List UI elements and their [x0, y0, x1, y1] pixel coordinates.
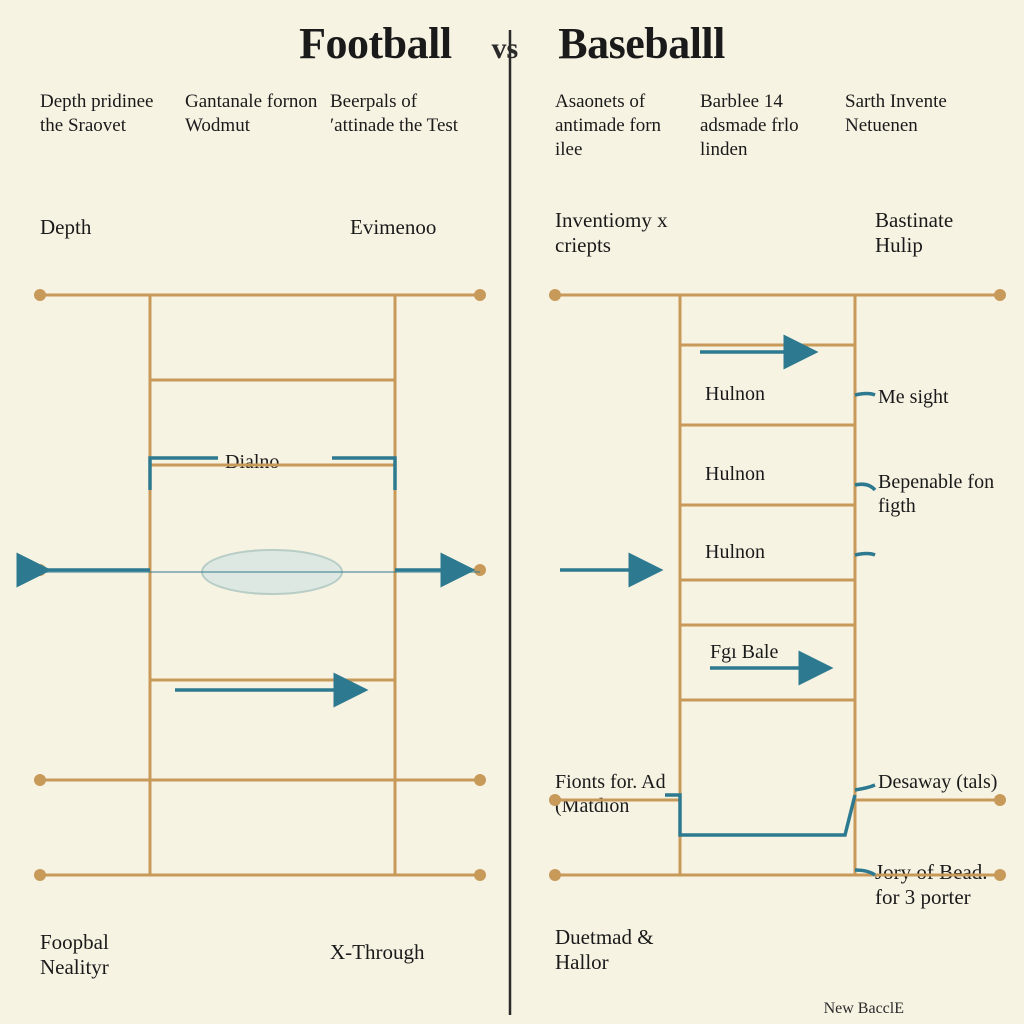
left-headers: Depth pridinee the Sraovet Gantanale for… [40, 90, 475, 138]
left-row-top-left: Depth [40, 215, 91, 240]
left-row-bottom-right: X-Through [330, 940, 424, 965]
right-headers: Asaonets of antimade forn ilee Barblee 1… [555, 90, 990, 161]
right-fionts: Fionts for. Ad (Matdion [555, 770, 675, 818]
right-mesight: Me sight [878, 385, 949, 409]
title-right: Baseballl [558, 18, 725, 69]
right-fgbale: Fgı Bale [710, 640, 778, 664]
left-header-3: Beerpals of ′attinade the Test [330, 90, 475, 138]
right-header-1: Asaonets of antimade forn ilee [555, 90, 700, 161]
right-bepenable: Bepenable fon figth [878, 470, 1008, 518]
right-row-top-right: Bastinate Hulip [875, 208, 1005, 258]
left-dialno-label: Dialno [225, 450, 279, 474]
right-hulnon1: Hulnon [705, 382, 765, 406]
right-hulnon2: Hulnon [705, 462, 765, 486]
right-row-bottom-right: Jory of Bead. for 3 porter [875, 860, 1005, 910]
left-row-bottom-left: Foopbal Nealityr [40, 930, 160, 980]
left-row-top-right: Evimenoo [350, 215, 436, 240]
right-header-2: Barblee 14 adsmade frlo linden [700, 90, 845, 161]
right-hulnon3: Hulnon [705, 540, 765, 564]
right-header-3: Sarth Invente Netuenen [845, 90, 990, 161]
left-header-1: Depth pridinee the Sraovet [40, 90, 185, 138]
title-vs: vs [492, 32, 519, 66]
footer-credit: New BacclE [824, 1000, 904, 1018]
left-header-2: Gantanale fornon Wodmut [185, 90, 330, 138]
right-row-top-left: Inventiomy x criepts [555, 208, 705, 258]
title-row: Football vs Baseballl [0, 0, 1024, 69]
title-left: Football [299, 18, 451, 69]
right-row-bottom-left: Duetmad & Hallor [555, 925, 705, 975]
right-desaway: Desaway (tals) [878, 770, 998, 794]
